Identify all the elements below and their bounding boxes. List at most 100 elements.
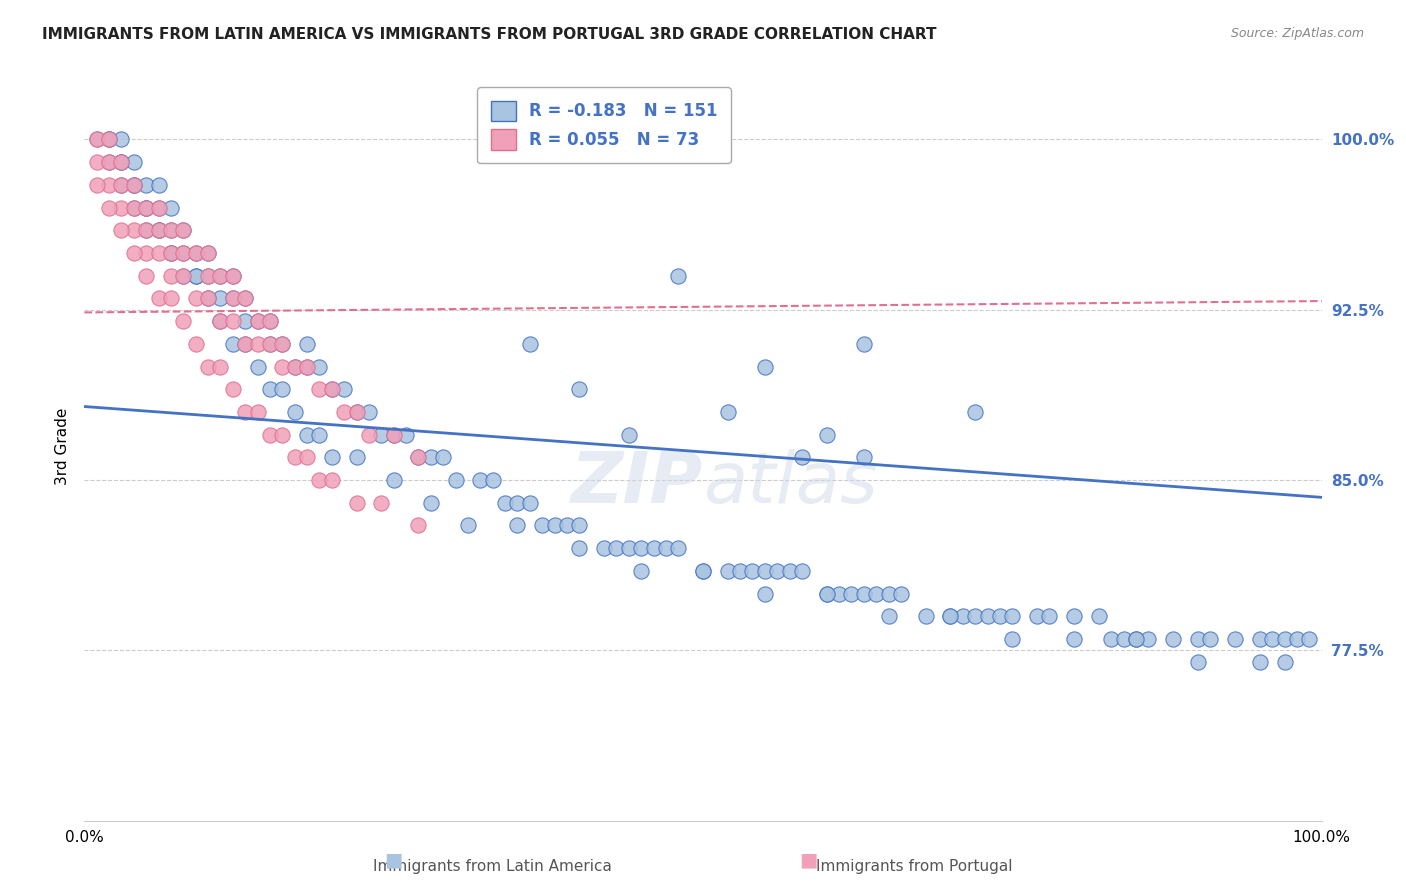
Point: [86, 132, 108, 146]
Point: [815, 586, 838, 600]
Point: [666, 268, 689, 283]
Point: [308, 382, 330, 396]
Point: [148, 178, 170, 192]
Point: [259, 336, 281, 351]
Point: [160, 268, 183, 283]
Point: [914, 609, 936, 624]
Point: [877, 586, 900, 600]
Point: [519, 496, 541, 510]
Point: [1112, 632, 1135, 646]
Point: [506, 518, 529, 533]
Point: [172, 246, 194, 260]
Point: [246, 314, 269, 328]
Point: [284, 359, 307, 374]
Point: [160, 246, 183, 260]
Point: [197, 292, 219, 306]
Point: [160, 223, 183, 237]
Point: [666, 541, 689, 556]
Point: [382, 473, 405, 487]
Point: [357, 405, 380, 419]
Point: [197, 246, 219, 260]
Point: [952, 609, 974, 624]
Point: [346, 405, 368, 419]
Point: [98, 132, 121, 146]
Point: [741, 564, 763, 578]
Point: [222, 292, 245, 306]
Point: [790, 564, 813, 578]
Point: [233, 292, 256, 306]
Point: [1088, 609, 1111, 624]
Point: [259, 336, 281, 351]
Point: [555, 518, 578, 533]
Point: [209, 268, 232, 283]
Point: [939, 609, 962, 624]
Point: [246, 314, 269, 328]
Point: [271, 427, 294, 442]
Point: [1187, 655, 1209, 669]
Point: [160, 246, 183, 260]
Point: [233, 336, 256, 351]
Point: [259, 427, 281, 442]
Point: [988, 609, 1011, 624]
Point: [1125, 632, 1147, 646]
Point: [321, 450, 343, 465]
Point: [779, 564, 801, 578]
Text: Source: ZipAtlas.com: Source: ZipAtlas.com: [1230, 27, 1364, 40]
Point: [568, 382, 591, 396]
Point: [1063, 609, 1085, 624]
Point: [408, 518, 430, 533]
Point: [333, 382, 356, 396]
Text: IMMIGRANTS FROM LATIN AMERICA VS IMMIGRANTS FROM PORTUGAL 3RD GRADE CORRELATION : IMMIGRANTS FROM LATIN AMERICA VS IMMIGRA…: [42, 27, 936, 42]
Point: [259, 382, 281, 396]
Point: [308, 359, 330, 374]
Point: [295, 427, 318, 442]
Point: [98, 155, 121, 169]
Point: [543, 518, 565, 533]
Point: [1038, 609, 1060, 624]
Point: [1274, 632, 1296, 646]
Point: [481, 473, 503, 487]
Text: atlas: atlas: [703, 449, 877, 518]
Point: [630, 564, 652, 578]
Point: [246, 359, 269, 374]
Text: ■: ■: [799, 851, 818, 870]
Point: [110, 223, 132, 237]
Point: [148, 223, 170, 237]
Point: [271, 359, 294, 374]
Point: [630, 541, 652, 556]
Point: [506, 496, 529, 510]
Point: [568, 518, 591, 533]
Point: [1249, 655, 1271, 669]
Text: Immigrants from Latin America: Immigrants from Latin America: [373, 859, 612, 874]
Point: [110, 132, 132, 146]
Text: ■: ■: [384, 851, 404, 870]
Point: [815, 427, 838, 442]
Point: [408, 450, 430, 465]
Point: [357, 427, 380, 442]
Point: [852, 336, 875, 351]
Point: [98, 132, 121, 146]
Point: [160, 246, 183, 260]
Point: [593, 541, 616, 556]
Point: [172, 268, 194, 283]
Point: [110, 155, 132, 169]
Point: [148, 292, 170, 306]
Point: [790, 450, 813, 465]
Point: [408, 450, 430, 465]
Point: [457, 518, 479, 533]
Point: [655, 541, 678, 556]
Point: [568, 541, 591, 556]
Point: [939, 609, 962, 624]
Point: [110, 155, 132, 169]
Point: [209, 268, 232, 283]
Point: [321, 382, 343, 396]
Point: [271, 382, 294, 396]
Point: [135, 223, 157, 237]
Point: [432, 450, 454, 465]
Point: [184, 268, 207, 283]
Point: [717, 564, 740, 578]
Point: [1261, 632, 1284, 646]
Point: [148, 201, 170, 215]
Point: [209, 314, 232, 328]
Point: [135, 223, 157, 237]
